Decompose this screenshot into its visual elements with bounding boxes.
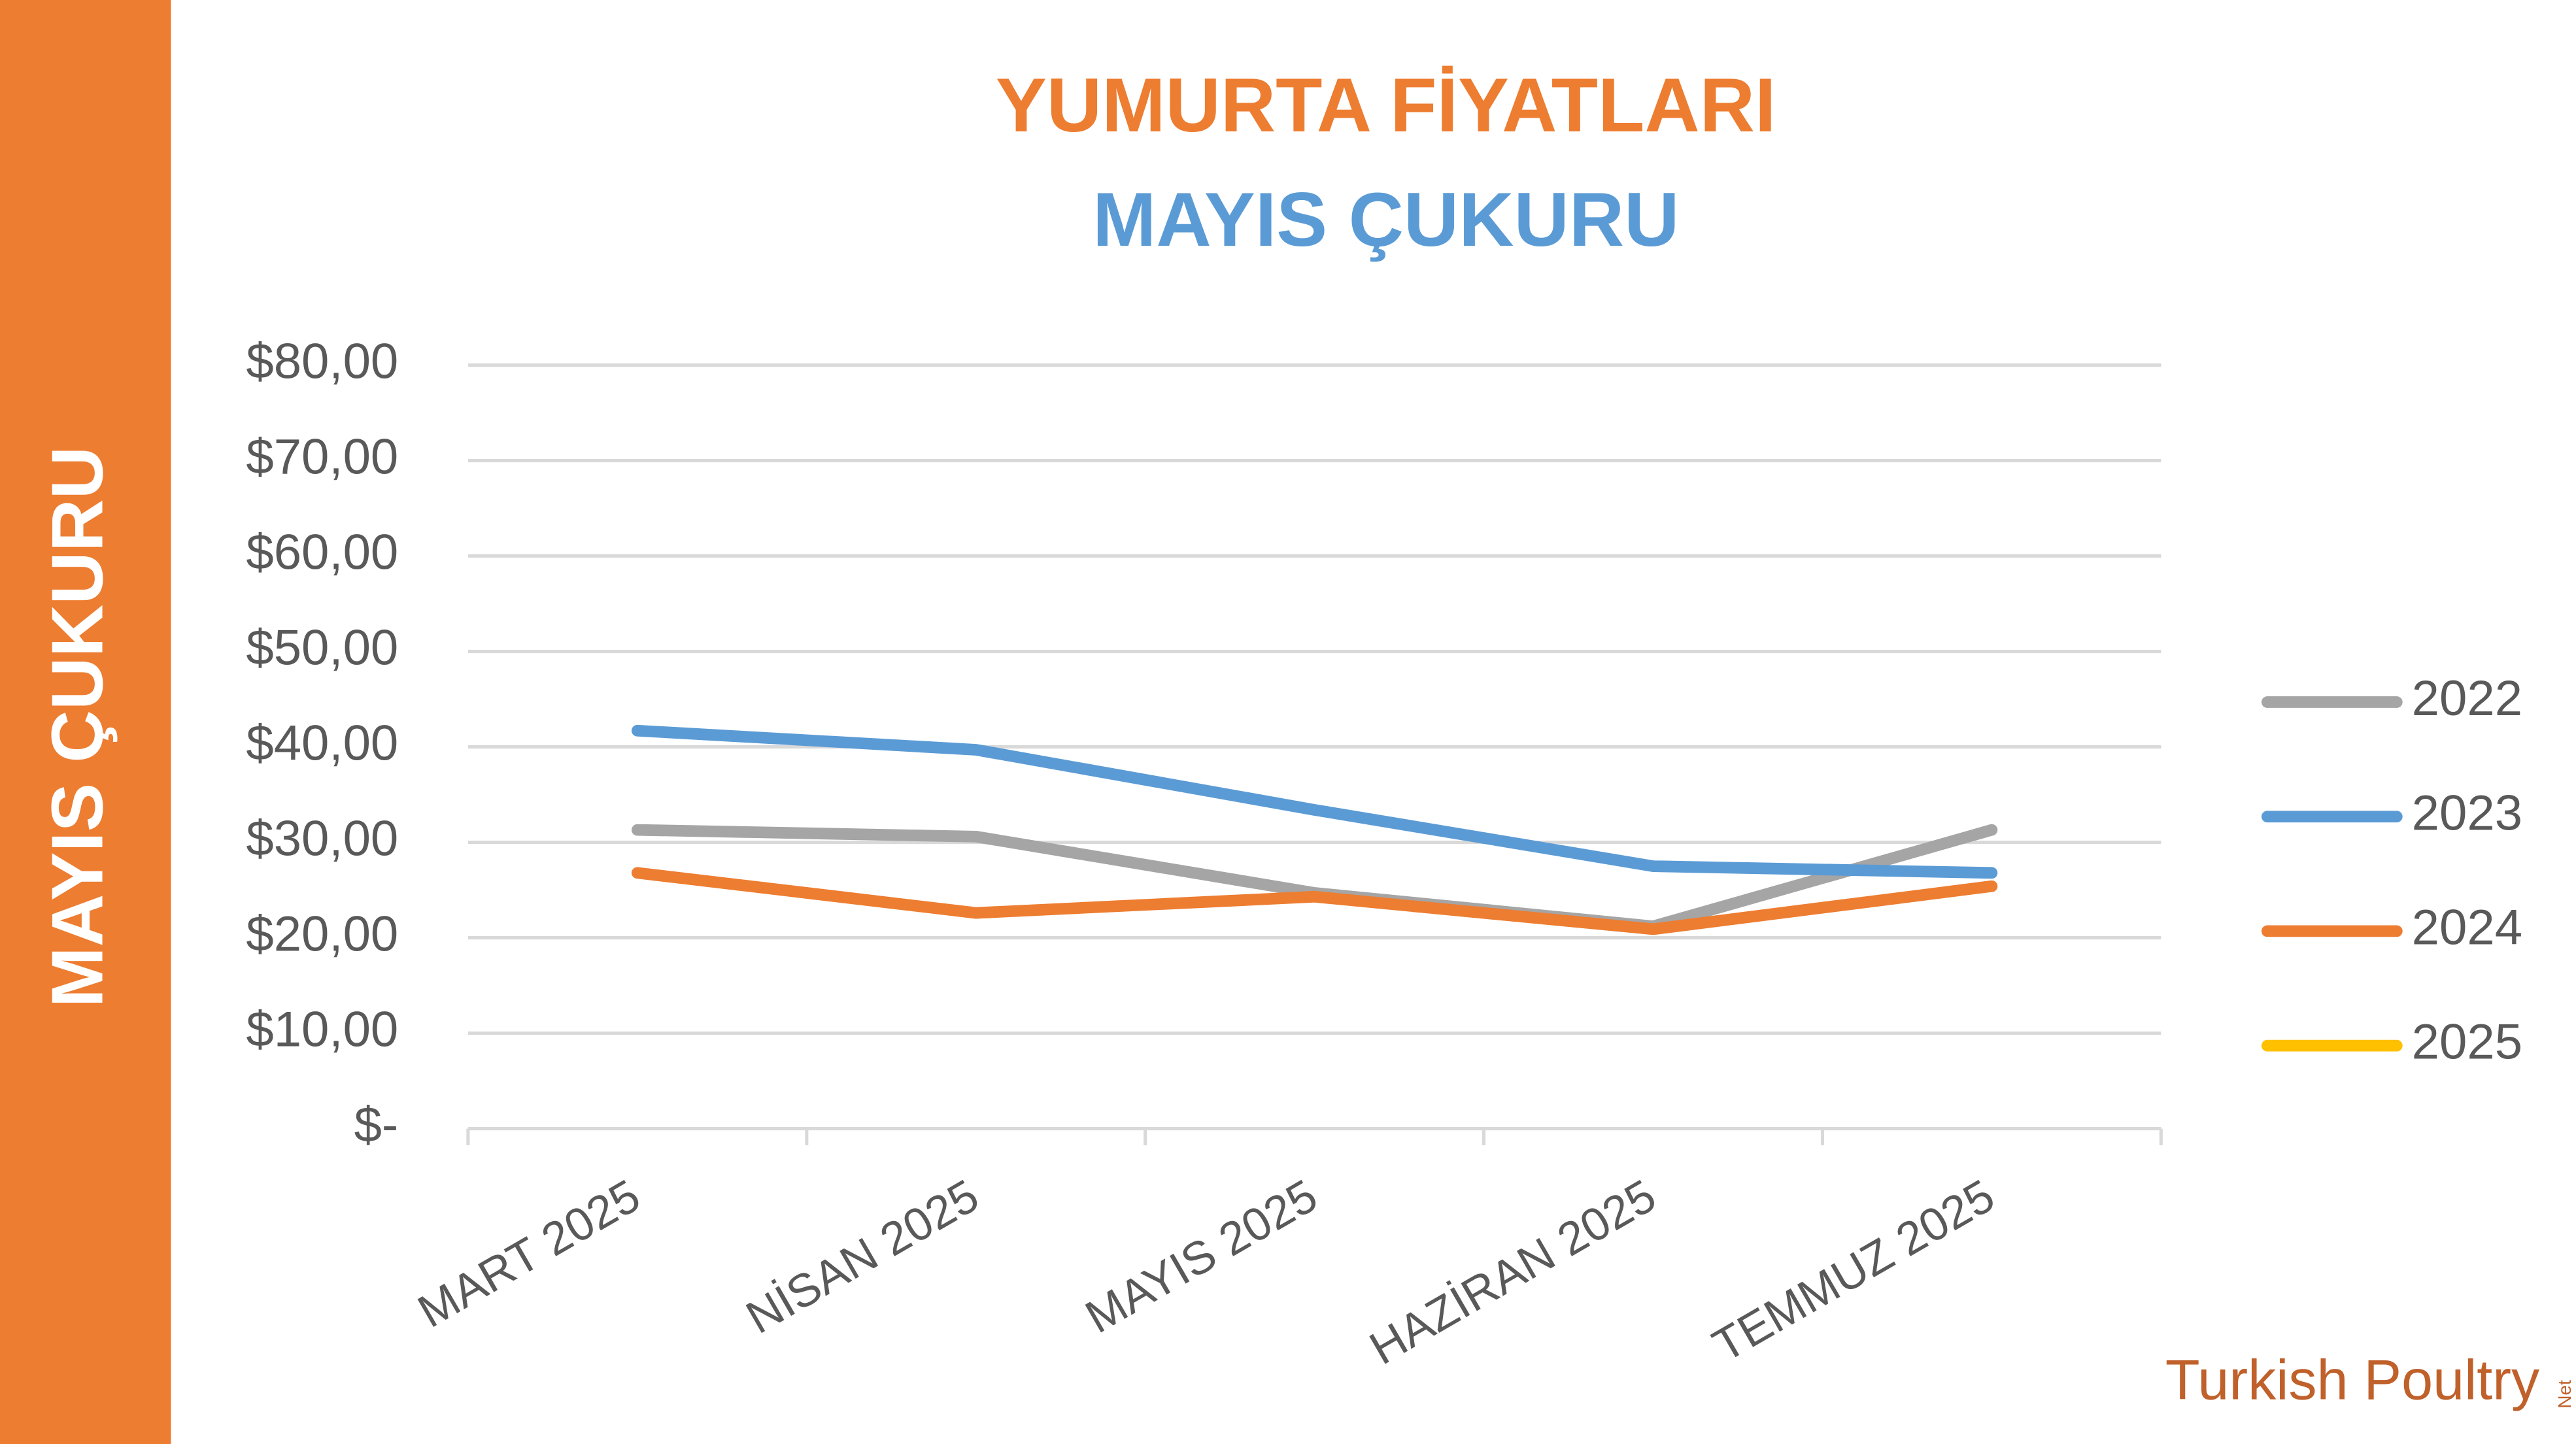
series-line xyxy=(631,867,1998,935)
legend-label: 2023 xyxy=(2412,785,2522,841)
y-tick-label: $60,00 xyxy=(246,525,398,580)
y-tick-label: $70,00 xyxy=(246,429,398,485)
y-tick-label: $- xyxy=(354,1098,399,1153)
x-tick-label: MART 2025 xyxy=(410,1170,649,1338)
y-tick-label: $40,00 xyxy=(246,716,398,771)
legend-label: 2025 xyxy=(2412,1015,2522,1070)
legend-label: 2024 xyxy=(2412,900,2522,956)
y-tick-label: $80,00 xyxy=(246,334,398,390)
sidebar xyxy=(0,0,171,1444)
x-tick-label: NİSAN 2025 xyxy=(737,1170,987,1344)
logo-suffix: Net xyxy=(2554,1380,2575,1409)
x-tick-label: TEMMUZ 2025 xyxy=(1704,1170,2003,1372)
chart-title: YUMURTA FİYATLARI xyxy=(996,62,1776,148)
x-tick-label: HAZİRAN 2025 xyxy=(1361,1170,1665,1375)
x-tick-label: MAYIS 2025 xyxy=(1077,1170,1326,1343)
y-tick-label: $30,00 xyxy=(246,811,398,867)
chart-subtitle: MAYIS ÇUKURU xyxy=(1093,176,1679,262)
y-tick-label: $50,00 xyxy=(246,620,398,676)
y-tick-label: $10,00 xyxy=(246,1002,398,1058)
series-line xyxy=(631,724,1998,879)
legend-label: 2022 xyxy=(2412,671,2522,726)
y-tick-label: $20,00 xyxy=(246,907,398,962)
sidebar-text: MAYIS ÇUKURU xyxy=(36,446,118,1008)
logo: Turkish Poultry xyxy=(2165,1349,2539,1411)
